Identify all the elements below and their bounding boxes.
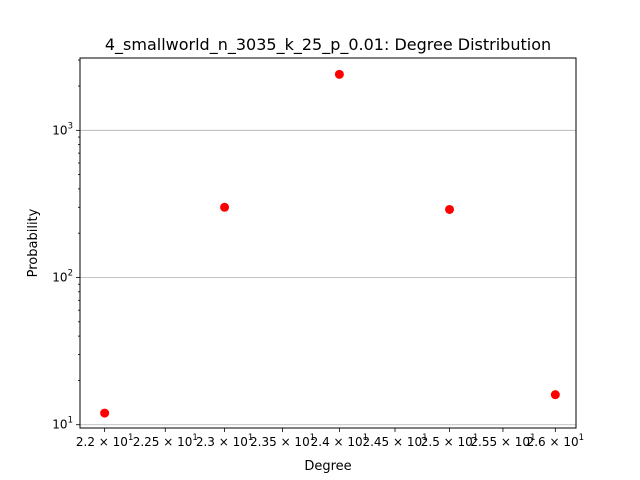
y-tick-label: 101 bbox=[52, 416, 73, 432]
x-tick-label: 2.35 × 101 bbox=[250, 433, 315, 449]
x-tick-label: 2.3 × 101 bbox=[196, 433, 253, 449]
x-tick-label: 2.4 × 101 bbox=[311, 433, 368, 449]
y-tick-label: 103 bbox=[52, 121, 73, 137]
y-tick-label: 102 bbox=[52, 269, 73, 285]
grid-lines bbox=[80, 129, 576, 426]
x-axis-label: Degree bbox=[304, 459, 351, 474]
data-point bbox=[100, 408, 110, 418]
data-point bbox=[334, 69, 344, 79]
x-tick-label: 2.25 × 101 bbox=[133, 433, 198, 449]
x-tick-label: 2.5 × 101 bbox=[421, 433, 478, 449]
x-tick-label: 2.55 × 101 bbox=[470, 433, 535, 449]
x-tick-label: 2.6 × 101 bbox=[527, 433, 584, 449]
chart-title: 4_smallworld_n_3035_k_25_p_0.01: Degree … bbox=[105, 35, 551, 55]
x-tick-label: 2.45 × 101 bbox=[362, 433, 427, 449]
data-points bbox=[100, 69, 560, 418]
data-point bbox=[550, 390, 560, 400]
data-point bbox=[445, 204, 455, 214]
data-point bbox=[220, 202, 230, 212]
plot-frame bbox=[79, 57, 577, 429]
y-axis-label: Probability bbox=[26, 208, 41, 277]
x-tick-label: 2.2 × 101 bbox=[76, 433, 133, 449]
